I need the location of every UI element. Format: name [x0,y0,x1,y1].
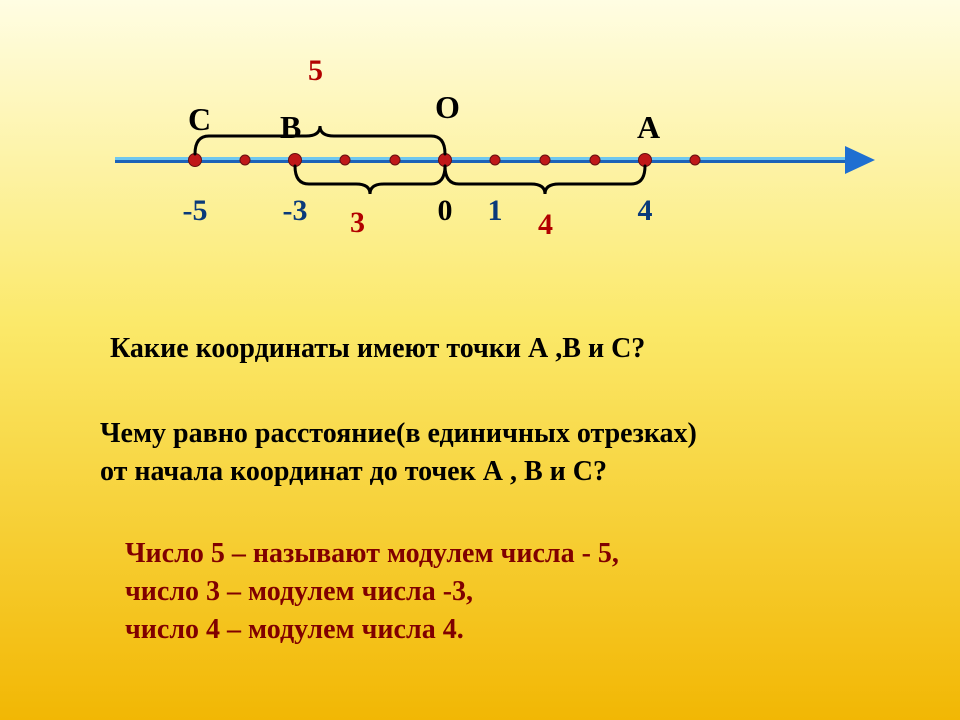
tick-point [240,155,250,165]
point-name-label: A [637,109,660,145]
axis-value-label: 4 [638,194,653,227]
axis-value-label: 1 [488,194,503,227]
tick-point [490,155,500,165]
axis-value-label: -5 [183,194,208,227]
brace-label: 5 [308,54,323,87]
axis-value-label: 0 [438,194,453,227]
tick-point [390,155,400,165]
tick-point [690,155,700,165]
slide-root: -5 C -3 B 0 O 1 4 A 5 3 4 Какие координаты имеют то… [0,0,960,720]
point-name-label: C [188,101,211,137]
axis-value-label: -3 [283,194,308,227]
point-name-label: B [280,109,301,145]
text-q1: Какие координаты имеют точки А ,В и С? [110,330,645,368]
tick-point [540,155,550,165]
brace-label: 3 [350,206,365,239]
brace-label: 4 [538,208,553,241]
tick-point [590,155,600,165]
tick-point [340,155,350,165]
text-ans: Число 5 – называют модулем числа - 5, чи… [125,535,619,648]
point-name-label: O [435,89,460,125]
text-q2: Чему равно расстояние(в единичных отрезк… [100,415,697,491]
